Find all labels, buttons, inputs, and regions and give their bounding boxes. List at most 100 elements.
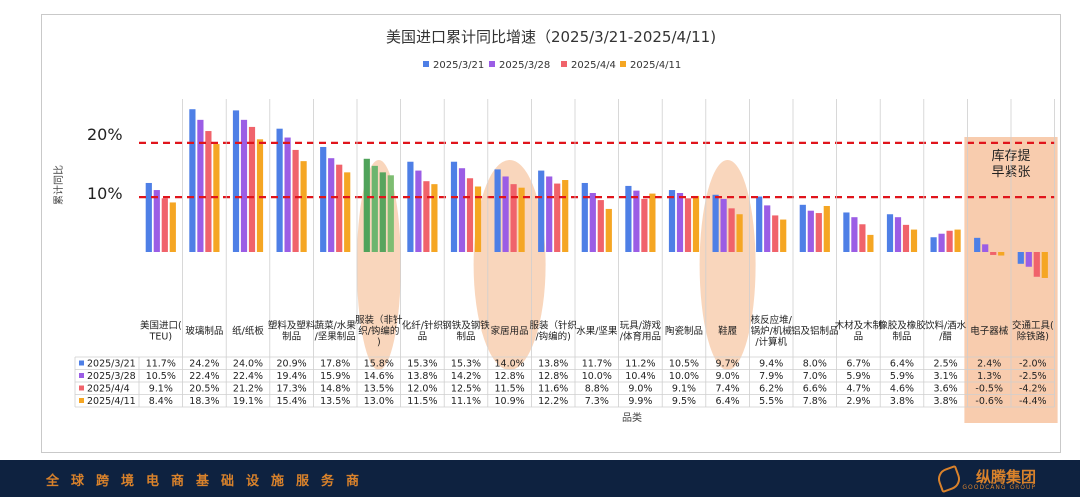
category-label-19-0: 电子器械 xyxy=(970,325,1009,337)
table-cell-2-7: 12.5% xyxy=(451,384,481,395)
table-cell-3-3: 15.4% xyxy=(277,396,307,407)
table-cell-2-1: 20.5% xyxy=(189,384,219,395)
footer-logo-text: 纵腾集团 xyxy=(975,468,1036,486)
table-cell-3-7: 11.1% xyxy=(451,396,481,407)
table-cell-1-1: 22.4% xyxy=(189,371,219,382)
bar-6-3 xyxy=(431,184,438,252)
bar-3-0 xyxy=(276,128,283,252)
category-label-14-1: 锅炉/机械 xyxy=(751,325,793,337)
table-cell-1-14: 7.9% xyxy=(759,371,783,382)
table-cell-0-6: 15.3% xyxy=(407,359,437,370)
bar-8-3 xyxy=(518,187,525,252)
bar-6-2 xyxy=(423,181,430,252)
bar-2-3 xyxy=(256,139,264,252)
table-cell-0-2: 24.0% xyxy=(233,359,263,370)
table-cell-1-18: 3.1% xyxy=(934,371,958,382)
table-cell-0-12: 10.5% xyxy=(669,359,699,370)
bar-1-2 xyxy=(205,131,212,252)
legend-swatch-2 xyxy=(561,61,567,67)
bar-16-2 xyxy=(859,224,866,252)
table-cell-1-4: 15.9% xyxy=(320,371,350,382)
table-cell-0-10: 11.7% xyxy=(582,359,612,370)
table-cell-3-12: 9.5% xyxy=(672,396,696,407)
bar-12-3 xyxy=(692,195,700,252)
bar-5-2 xyxy=(379,172,386,252)
table-cell-3-15: 7.8% xyxy=(803,396,827,407)
table-cell-2-11: 9.0% xyxy=(628,384,652,395)
category-label-13-0: 鞋履 xyxy=(718,325,738,337)
table-cell-0-14: 9.4% xyxy=(759,359,783,370)
y-axis-label: 累计同比 xyxy=(52,165,65,205)
table-cell-1-20: -2.5% xyxy=(1019,371,1047,382)
chart-title: 美国进口累计同比增速（2025/3/21-2025/4/11) xyxy=(386,28,716,46)
legend-label-1: 2025/3/28 xyxy=(499,60,550,71)
bar-11-1 xyxy=(633,190,640,252)
table-cell-2-17: 4.6% xyxy=(890,384,914,395)
table-cell-0-4: 17.8% xyxy=(320,359,350,370)
bar-10-0 xyxy=(581,182,588,252)
table-cell-1-19: 1.3% xyxy=(977,371,1001,382)
table-cell-0-13: 9.7% xyxy=(716,359,740,370)
table-cell-1-7: 14.2% xyxy=(451,371,481,382)
table-cell-3-18: 3.8% xyxy=(934,396,958,407)
bar-5-1 xyxy=(371,165,378,252)
table-cell-1-13: 9.0% xyxy=(716,371,740,382)
table-cell-0-8: 14.0% xyxy=(495,359,525,370)
bar-9-0 xyxy=(538,170,545,252)
bar-10-2 xyxy=(597,200,604,252)
table-cell-1-12: 10.0% xyxy=(669,371,699,382)
table-cell-0-20: -2.0% xyxy=(1019,359,1047,370)
category-label-8-0: 家居用品 xyxy=(491,325,529,337)
bar-8-0 xyxy=(494,169,501,252)
bar-7-1 xyxy=(458,168,466,252)
category-label-16-1: 品 xyxy=(854,332,864,343)
bar-6-0 xyxy=(407,161,414,252)
category-label-4-0: 蔬菜/水果 xyxy=(315,320,357,332)
y-tick-label-20: 20% xyxy=(87,125,123,144)
category-label-15-0: 铝及铝制品 xyxy=(791,325,839,337)
table-row-header-2: 2025/4/4 xyxy=(87,384,130,395)
bar-4-0 xyxy=(320,146,327,252)
bar-7-3 xyxy=(474,186,482,252)
bar-16-0 xyxy=(843,212,850,252)
category-label-7-0: 钢铁及钢铁 xyxy=(442,320,490,332)
table-cell-0-19: 2.4% xyxy=(977,359,1001,370)
bar-7-2 xyxy=(466,178,474,252)
bar-4-2 xyxy=(336,164,343,252)
table-cell-3-13: 6.4% xyxy=(716,396,740,407)
footer-logo-subtext: GOODCANG GROUP xyxy=(962,484,1036,491)
category-label-6-1: 品 xyxy=(418,332,428,343)
bar-9-2 xyxy=(554,183,561,252)
highlight-ellipse-1 xyxy=(473,160,546,370)
table-row-swatch-0 xyxy=(79,360,84,366)
category-label-14-2: /计算机 xyxy=(755,336,787,348)
bar-2-1 xyxy=(240,119,248,252)
bar-9-3 xyxy=(562,180,569,252)
table-cell-1-6: 13.8% xyxy=(407,371,437,382)
bar-17-2 xyxy=(902,224,910,252)
category-label-7-1: 制品 xyxy=(456,331,475,343)
bar-4-3 xyxy=(344,172,351,252)
table-cell-3-19: -0.6% xyxy=(975,396,1003,407)
table-cell-1-15: 7.0% xyxy=(803,371,827,382)
table-cell-3-20: -4.4% xyxy=(1019,396,1047,407)
table-cell-1-16: 5.9% xyxy=(846,371,870,382)
bar-17-1 xyxy=(894,217,902,252)
bar-7-0 xyxy=(450,161,458,252)
legend-label-0: 2025/3/21 xyxy=(433,60,484,71)
bar-8-1 xyxy=(502,176,509,252)
bar-4-1 xyxy=(328,158,335,252)
table-cell-3-2: 19.1% xyxy=(233,396,263,407)
category-label-17-0: 橡胶及橡胶 xyxy=(878,320,926,332)
category-label-10-0: 水果/坚果 xyxy=(576,325,618,337)
table-cell-1-5: 14.6% xyxy=(364,371,394,382)
table-cell-1-8: 12.8% xyxy=(495,371,525,382)
bar-9-1 xyxy=(546,176,553,252)
table-row-header-1: 2025/3/28 xyxy=(87,371,136,382)
bar-1-1 xyxy=(197,119,204,252)
bar-11-2 xyxy=(641,198,648,252)
category-label-20-1: 除铁路) xyxy=(1017,331,1049,343)
table-cell-0-17: 6.4% xyxy=(890,359,914,370)
y-tick-label-10: 10% xyxy=(87,184,123,203)
bar-18-2 xyxy=(946,230,953,252)
